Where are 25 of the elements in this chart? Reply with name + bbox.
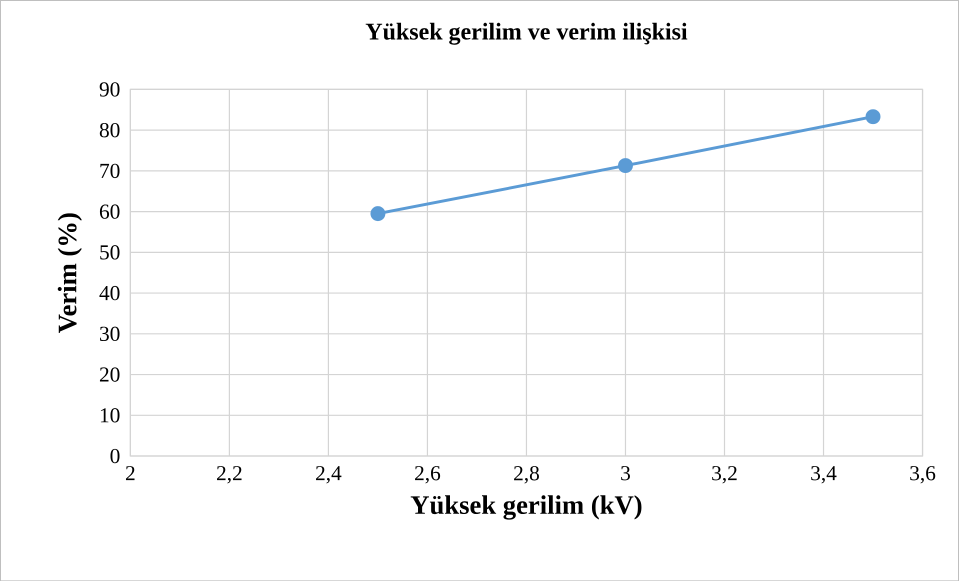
x-tick-label: 3,6 xyxy=(910,466,936,484)
x-tick-label: 2,6 xyxy=(415,466,440,484)
x-tick-label: 3 xyxy=(621,466,630,480)
point xyxy=(866,109,880,124)
y-axis-title: Verim (%) xyxy=(58,213,82,333)
x-tick-label: 2,2 xyxy=(217,466,242,484)
y-tick-label: 50 xyxy=(100,244,120,260)
y-tick-label: 40 xyxy=(99,286,120,300)
y-tick-label: 60 xyxy=(100,204,120,219)
y-tick-label: 80 xyxy=(100,122,120,138)
y-tick-label: 90 xyxy=(100,82,120,96)
point xyxy=(618,158,633,173)
x-tick-label: 3,2 xyxy=(712,466,737,484)
y-tick-label: 70 xyxy=(100,164,120,178)
point xyxy=(370,206,386,221)
y-tick-label: 0 xyxy=(110,448,120,464)
chart-title: Yüksek gerilim ve verim ilişkisi xyxy=(366,22,688,45)
x-tick-label: 2 xyxy=(126,466,135,480)
x-tick-label: 2,4 xyxy=(316,466,342,484)
x-tick-label: 3,4 xyxy=(811,466,837,484)
y-tick-label: 20 xyxy=(100,367,120,382)
x-axis-title: Yüksek gerilim (kV) xyxy=(410,495,642,520)
y-tick-label: 10 xyxy=(100,408,120,422)
x-tick-label: 2,8 xyxy=(514,466,539,484)
y-tick-label: 30 xyxy=(100,326,120,341)
